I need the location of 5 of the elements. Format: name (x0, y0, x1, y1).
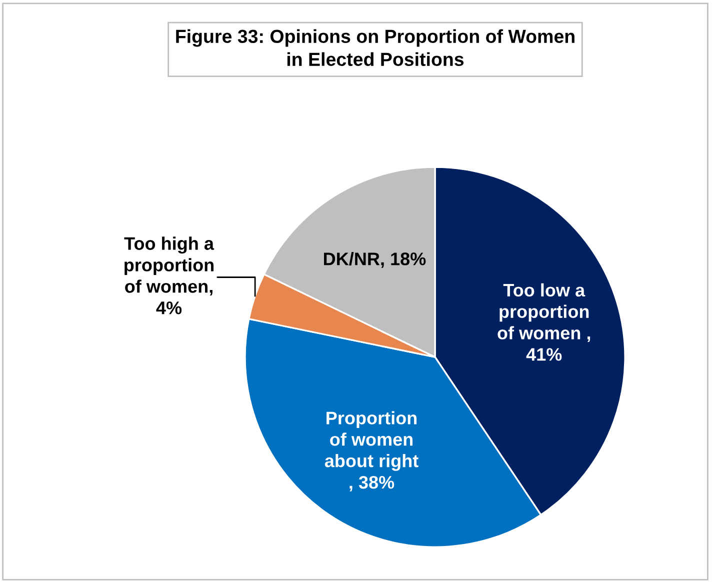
slice-label: Too high a proportion of women, 4% (124, 236, 214, 314)
slice-label: Too low a proportion of women , 41% (498, 283, 590, 361)
chart-title: Figure 33: Opinions on Proportion of Women in Elected Positions (176, 29, 574, 66)
slice-label: DK/NR, 18% (324, 252, 426, 268)
slice-label: Proportion of women about right , 38% (324, 411, 418, 492)
